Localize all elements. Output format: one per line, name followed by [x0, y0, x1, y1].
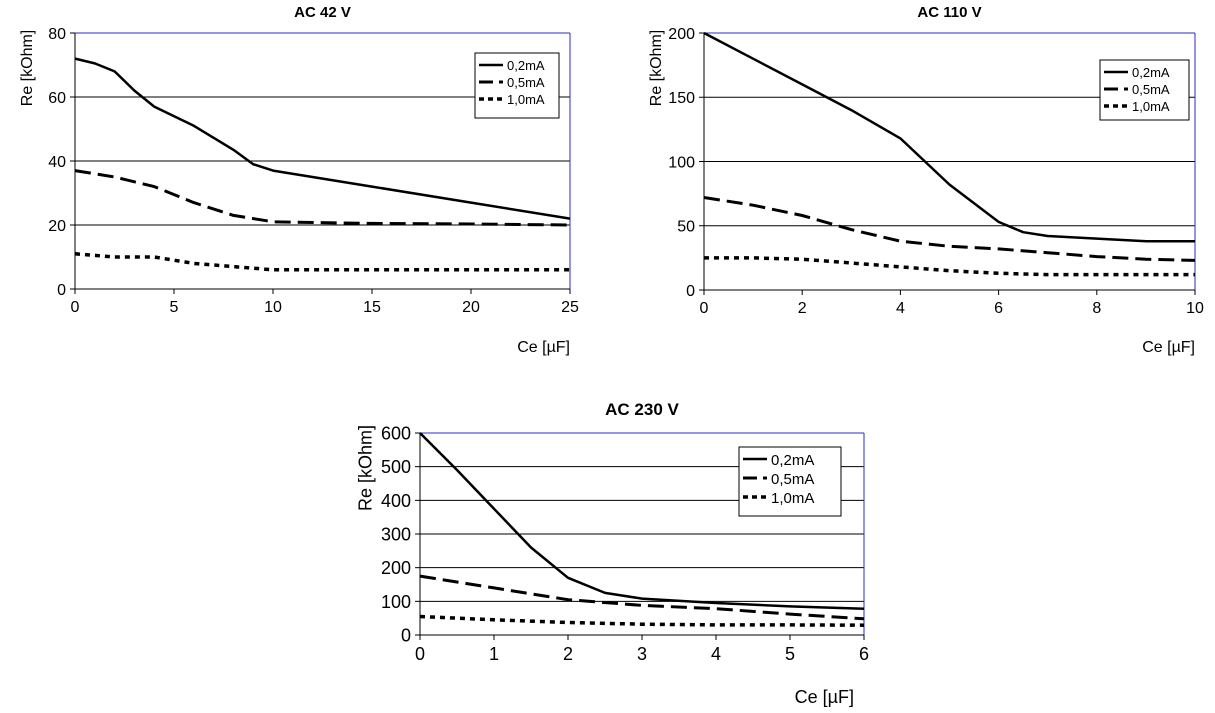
ac110-legend-label: 1,0mA [1132, 99, 1170, 114]
ac230-x-tick-label: 6 [859, 644, 869, 664]
ac110-y-tick-label: 50 [677, 219, 695, 236]
ac230-y-tick-label: 500 [381, 457, 411, 477]
ac230-x-tick-label: 4 [711, 644, 721, 664]
ac230-x-tick-label: 1 [489, 644, 499, 664]
chart-ac-110v: 0 50 100 150 200 0 2 4 6 8 10 AC 110 V Ce [µF] Re [kO… [605, 0, 1215, 360]
ac42-legend-label: 0,2mA [507, 58, 545, 73]
ac42-y-tick-label: 20 [48, 218, 66, 235]
ac110-y-tick-label: 150 [668, 90, 695, 107]
ac42-y-tick-label: 0 [57, 282, 66, 299]
ac230-legend-label: 1,0mA [771, 490, 814, 507]
ac110-x-tick-label: 10 [1186, 300, 1204, 317]
ac42-title: AC 42 V [294, 4, 351, 21]
ac110-y-tick-label: 0 [686, 283, 695, 300]
ac110-y-axis-label: Re [kOhm] [648, 30, 665, 106]
ac230-y-tick-label: 200 [381, 558, 411, 578]
ac42-series-line-solid [74, 57, 571, 220]
chart-ac-230v-svg: 0 100 200 300 400 500 600 0 1 2 3 4 5 6 AC 230 V Ce [µF… [355, 400, 869, 707]
ac110-y-tick-label: 200 [668, 26, 695, 43]
ac230-x-tick-label: 2 [563, 644, 573, 664]
ac110-title: AC 110 V [917, 4, 981, 21]
ac110-x-tick-label: 8 [1092, 300, 1101, 317]
chart-ac-230v: 0 100 200 300 400 500 600 0 1 2 3 4 5 6 AC 230 V Ce [µF… [320, 390, 900, 713]
ac110-y-tick-label: 100 [668, 154, 695, 171]
ac230-series-line-solid [419, 432, 865, 610]
ac230-y-tick-label: 100 [381, 592, 411, 612]
ac110-series-line-dot [704, 256, 1195, 277]
ac230-y-tick-label: 0 [401, 625, 411, 645]
ac230-legend-label: 0,5mA [771, 471, 814, 488]
ac42-legend-label: 1,0mA [507, 92, 545, 107]
ac110-legend-label: 0,2mA [1132, 65, 1170, 80]
ac42-y-axis-label: Re [kOhm] [19, 30, 36, 106]
ac110-x-tick-label: 0 [700, 300, 709, 317]
ac110-series-line-dash [703, 196, 1196, 262]
ac110-x-tick-label: 2 [798, 300, 807, 317]
ac42-series-line-dot [74, 252, 570, 272]
ac230-y-tick-label: 400 [381, 491, 411, 511]
ac230-series-line-dash [419, 574, 865, 621]
ac110-series-line-solid [703, 31, 1195, 243]
ac110-x-axis-label: Ce [µF] [1142, 339, 1195, 356]
ac110-legend-label: 0,5mA [1132, 82, 1170, 97]
ac230-y-tick-label: 300 [381, 524, 411, 544]
ac42-series-line-dash [74, 169, 571, 227]
ac230-title: AC 230 V [605, 400, 679, 419]
ac230-y-tick-label: 600 [381, 423, 411, 443]
ac230-series-line-dot [419, 614, 865, 627]
ac230-x-tick-label: 0 [415, 644, 425, 664]
ac42-x-tick-label: 20 [462, 299, 480, 316]
ac230-legend-label: 0,2mA [771, 452, 814, 469]
ac110-x-tick-label: 6 [994, 300, 1003, 317]
chart-ac-42v: 0 20 40 60 80 0 5 10 15 20 25 AC 42 V Ce [µF] Re [kOh… [0, 0, 600, 360]
ac42-x-tick-label: 5 [170, 299, 179, 316]
ac42-y-tick-label: 40 [48, 154, 66, 171]
chart-ac-110v-svg: 0 50 100 150 200 0 2 4 6 8 10 AC 110 V Ce [µF] Re [kO… [648, 4, 1204, 356]
ac230-x-tick-label: 5 [785, 644, 795, 664]
ac42-y-tick-label: 80 [48, 26, 66, 43]
ac42-x-tick-label: 0 [71, 299, 80, 316]
ac110-x-tick-label: 4 [896, 300, 905, 317]
ac42-x-axis-label: Ce [µF] [517, 339, 570, 356]
ac230-y-axis-label: Re [kOhm] [355, 425, 375, 511]
ac42-x-tick-label: 25 [561, 299, 579, 316]
ac42-legend-label: 0,5mA [507, 75, 545, 90]
ac42-y-tick-label: 60 [48, 90, 66, 107]
ac42-x-tick-label: 15 [363, 299, 381, 316]
ac230-x-tick-label: 3 [637, 644, 647, 664]
chart-ac-42v-svg: 0 20 40 60 80 0 5 10 15 20 25 AC 42 V Ce [µF] Re [kOh… [19, 4, 579, 356]
ac42-x-tick-label: 10 [264, 299, 282, 316]
ac230-x-axis-label: Ce [µF] [795, 687, 854, 707]
